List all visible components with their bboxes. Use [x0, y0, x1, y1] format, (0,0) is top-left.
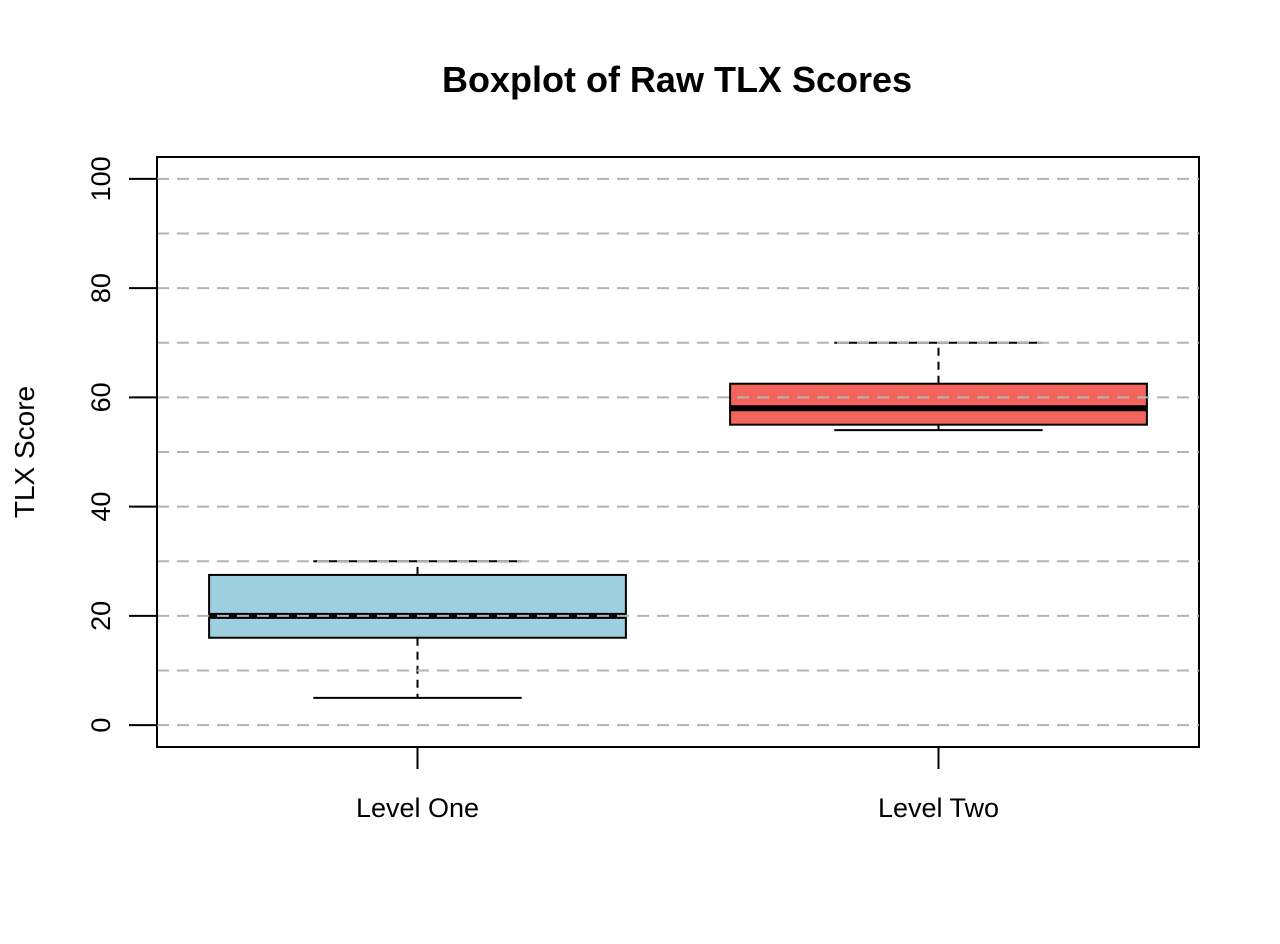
y-tick-label: 40: [86, 492, 116, 522]
iqr-box: [729, 382, 1148, 426]
axis-layer: 0 20 40 60 80 100 Level One Level Two: [86, 156, 999, 823]
y-tick-label: 0: [86, 718, 116, 733]
chart-title: Boxplot of Raw TLX Scores: [442, 59, 912, 100]
y-tick-label: 100: [86, 156, 116, 201]
y-tick-label: 80: [86, 273, 116, 303]
iqr-box: [208, 573, 627, 639]
y-tick-label: 20: [86, 601, 116, 631]
y-axis-label: TLX Score: [9, 386, 40, 518]
x-tick-label: Level One: [356, 793, 479, 823]
grid-layer: [157, 177, 1199, 727]
box-group: [729, 341, 1148, 432]
x-tick-label: Level Two: [878, 793, 999, 823]
box-group: [208, 560, 627, 699]
y-tick-label: 60: [86, 382, 116, 412]
box-layer: [208, 341, 1148, 699]
